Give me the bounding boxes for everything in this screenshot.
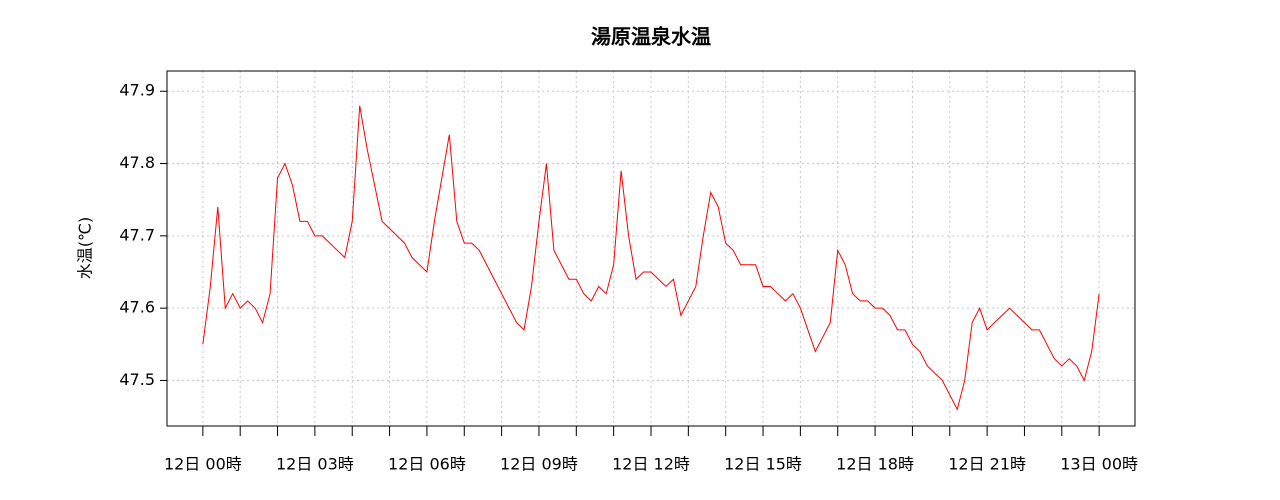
y-tick-label: 47.5 [119,370,155,389]
x-tick-label: 12日 12時 [612,455,690,474]
x-tick-label: 12日 15時 [724,455,802,474]
y-tick-label: 47.9 [119,81,155,100]
x-tick-label: 12日 18時 [836,455,914,474]
y-axis-label: 水温(℃) [76,217,95,279]
x-tick-label: 12日 09時 [500,455,578,474]
y-tick-label: 47.7 [119,225,155,244]
x-tick-label: 13日 00時 [1060,455,1138,474]
x-tick-label: 12日 03時 [276,455,354,474]
y-tick-label: 47.6 [119,298,155,317]
chart-title: 湯原温泉水温 [591,25,711,49]
data-line [202,105,1100,411]
x-tick-label: 12日 06時 [388,455,466,474]
x-tick-label: 12日 00時 [164,455,242,474]
y-tick-label: 47.8 [119,153,155,172]
x-tick-label: 12日 21時 [948,455,1026,474]
plot-frame [166,70,1136,427]
